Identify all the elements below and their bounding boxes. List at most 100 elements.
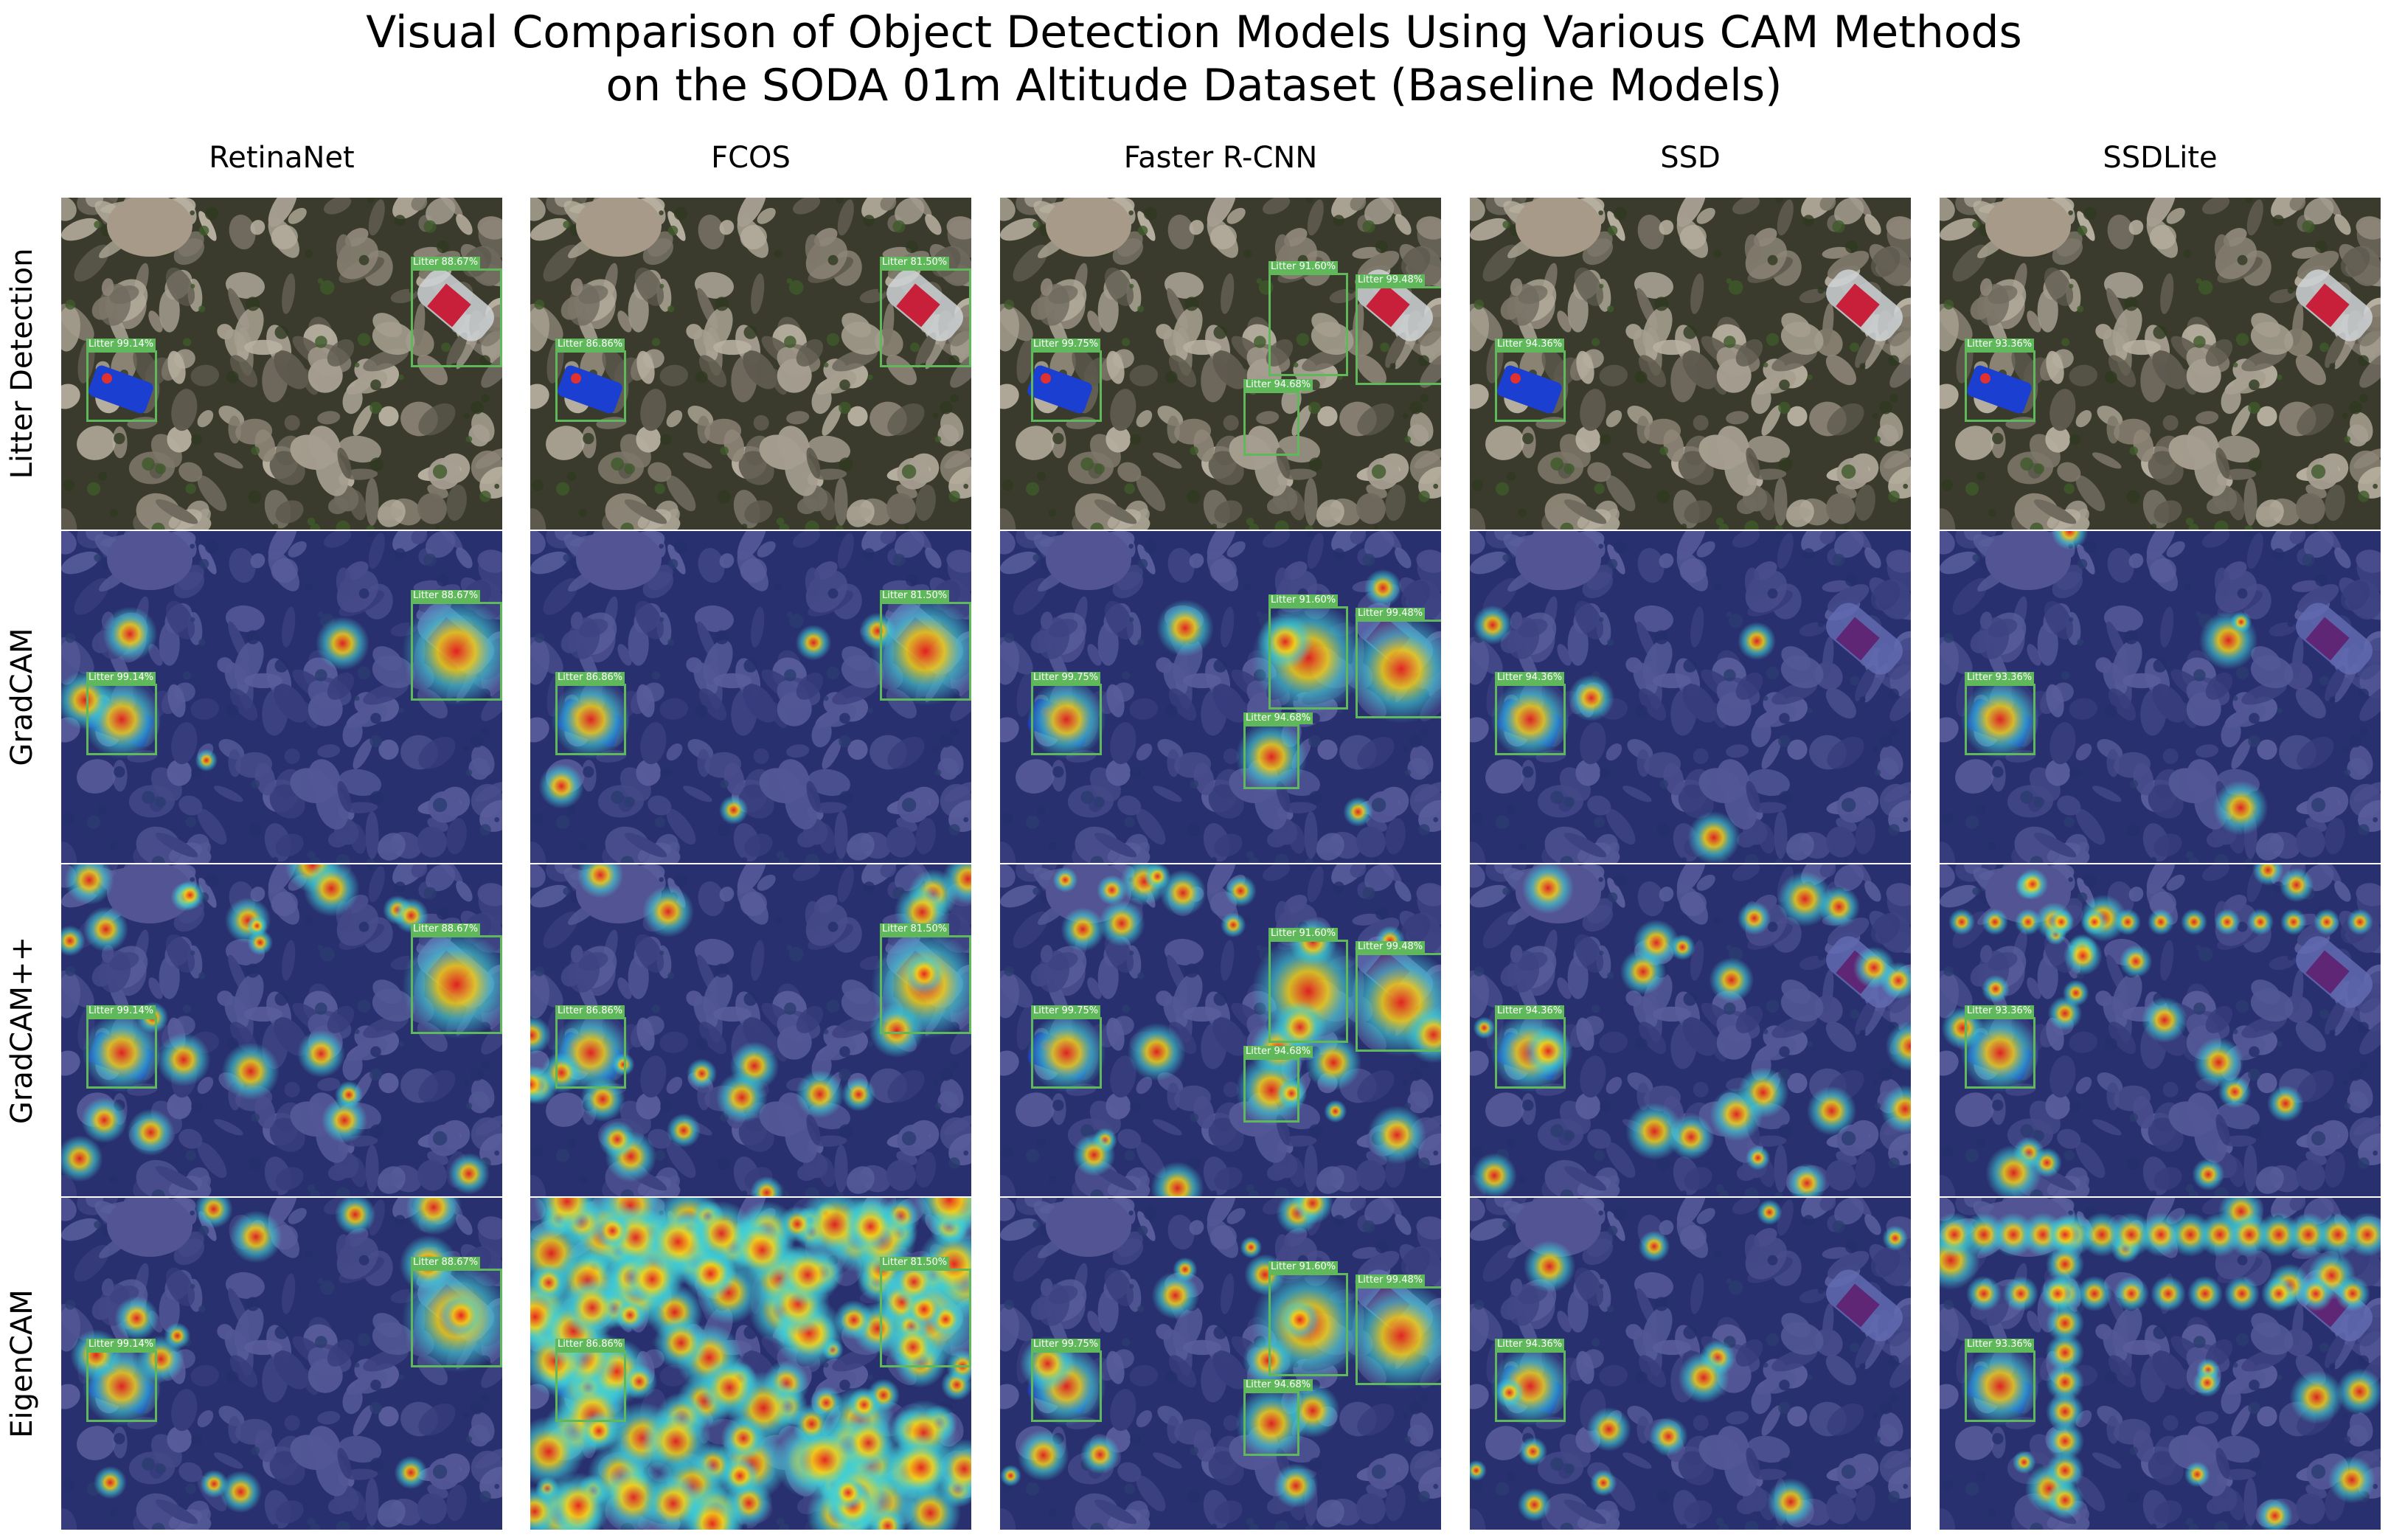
detection-box: [1268, 273, 1348, 376]
detection-box: [1495, 684, 1566, 755]
ground-texture: [61, 198, 502, 530]
detection-box: [880, 602, 971, 701]
image-cell: Litter 99.75% Litter 91.60% Litter 99.48% L…: [1000, 864, 1441, 1196]
detection-label: Litter 88.67%: [411, 1257, 481, 1269]
scene-image: [530, 531, 971, 863]
scene-image: [1000, 198, 1441, 530]
image-cell: Litter 99.75% Litter 91.60% Litter 99.48% L…: [1000, 531, 1441, 863]
image-cell: Litter 86.86% Litter 81.50%: [530, 198, 971, 530]
figure-title: Visual Comparison of Object Detection Mo…: [0, 6, 2388, 112]
column-header-ssd: SSD: [1660, 141, 1721, 175]
image-cell: Litter 86.86% Litter 81.50%: [530, 1198, 971, 1530]
image-cell: Litter 86.86% Litter 81.50%: [530, 864, 971, 1196]
image-cell: Litter 93.36%: [1940, 531, 2381, 863]
image-cell: Litter 94.36%: [1470, 1198, 1911, 1530]
detection-box: [555, 684, 626, 755]
detection-box: [1965, 350, 2035, 422]
detection-box: [411, 268, 502, 367]
image-cell: Litter 99.75% Litter 91.60% Litter 99.48% L…: [1000, 198, 1441, 530]
detection-box: [86, 1017, 157, 1089]
detection-label: Litter 93.36%: [1965, 672, 2035, 684]
scene-image: [1940, 864, 2381, 1196]
scene-image: [1000, 1198, 1441, 1530]
detection-label: Litter 99.14%: [86, 339, 156, 350]
scene-image: [1470, 198, 1911, 530]
heatmap-overlay: [1470, 864, 1911, 1196]
detection-box: [1495, 350, 1566, 422]
detection-label: Litter 99.48%: [1356, 941, 1426, 953]
scene-image: [530, 864, 971, 1196]
detection-box: [1965, 1350, 2035, 1422]
column-header-faster-r-cnn: Faster R-CNN: [1123, 141, 1318, 175]
scene-image: [61, 864, 502, 1196]
detection-label: Litter 99.48%: [1356, 608, 1426, 620]
detection-label: Litter 91.60%: [1268, 1261, 1339, 1273]
detection-box: [86, 350, 157, 422]
image-cell: Litter 99.14% Litter 88.67%: [61, 531, 502, 863]
heatmap-overlay: [530, 864, 971, 1196]
image-cell: Litter 94.36%: [1470, 864, 1911, 1196]
detection-label: Litter 86.86%: [555, 672, 625, 684]
image-cell: Litter 93.36%: [1940, 198, 2381, 530]
detection-label: Litter 81.50%: [880, 590, 950, 602]
detection-label: Litter 81.50%: [880, 1257, 950, 1269]
column-header-fcos: FCOS: [711, 141, 791, 175]
detection-label: Litter 86.86%: [555, 1005, 625, 1017]
image-cell: Litter 94.36%: [1470, 198, 1911, 530]
detection-box: [86, 1350, 157, 1422]
image-cell: Litter 93.36%: [1940, 1198, 2381, 1530]
detection-label: Litter 94.68%: [1243, 712, 1313, 724]
detection-label: Litter 91.60%: [1268, 261, 1339, 273]
detection-box: [411, 935, 502, 1034]
detection-label: Litter 99.14%: [86, 1339, 156, 1350]
detection-label: Litter 99.75%: [1031, 1339, 1101, 1350]
detection-label: Litter 88.67%: [411, 923, 481, 935]
detection-box: [1243, 724, 1299, 789]
detection-label: Litter 93.36%: [1965, 1005, 2035, 1017]
row-label-gradcam: GradCAM: [0, 531, 44, 863]
heatmap-overlay: [1000, 1198, 1441, 1530]
detection-box: [1243, 391, 1299, 456]
detection-label: Litter 94.36%: [1495, 672, 1565, 684]
detection-label: Litter 99.14%: [86, 672, 156, 684]
detection-box: [555, 1017, 626, 1089]
detection-label: Litter 81.50%: [880, 257, 950, 268]
image-cell: Litter 99.14% Litter 88.67%: [61, 864, 502, 1196]
detection-label: Litter 86.86%: [555, 339, 625, 350]
heatmap-overlay: [1000, 864, 1441, 1196]
heatmap-overlay: [61, 531, 502, 863]
detection-box: [880, 935, 971, 1034]
detection-box: [1356, 620, 1441, 718]
detection-box: [1268, 940, 1348, 1043]
detection-box: [1965, 1017, 2035, 1089]
detection-box: [411, 1269, 502, 1367]
detection-label: Litter 99.75%: [1031, 1005, 1101, 1017]
detection-box: [555, 350, 626, 422]
detection-box: [1268, 606, 1348, 710]
detection-label: Litter 94.36%: [1495, 339, 1565, 350]
detection-box: [411, 602, 502, 701]
detection-label: Litter 94.68%: [1243, 379, 1313, 391]
detection-box: [880, 1269, 971, 1367]
scene-image: [1940, 198, 2381, 530]
detection-box: [1965, 684, 2035, 755]
detection-box: [1031, 684, 1102, 755]
row-label-eigencam: EigenCAM: [0, 1198, 44, 1530]
detection-label: Litter 88.67%: [411, 257, 481, 268]
detection-box: [1495, 1350, 1566, 1422]
detection-label: Litter 91.60%: [1268, 928, 1339, 940]
image-cell: Litter 99.14% Litter 88.67%: [61, 1198, 502, 1530]
scene-image: [1470, 531, 1911, 863]
image-cell: Litter 86.86% Litter 81.50%: [530, 531, 971, 863]
detection-label: Litter 99.48%: [1356, 1274, 1426, 1286]
detection-label: Litter 88.67%: [411, 590, 481, 602]
scene-image: [1470, 1198, 1911, 1530]
ground-texture: [1470, 198, 1911, 530]
heatmap-overlay: [1470, 1198, 1911, 1530]
detection-label: Litter 91.60%: [1268, 594, 1339, 606]
scene-image: [1940, 1198, 2381, 1530]
heatmap-overlay: [1940, 1198, 2381, 1530]
row-label-text: Litter Detection: [5, 248, 39, 479]
heatmap-overlay: [1940, 531, 2381, 863]
image-cell: Litter 93.36%: [1940, 864, 2381, 1196]
